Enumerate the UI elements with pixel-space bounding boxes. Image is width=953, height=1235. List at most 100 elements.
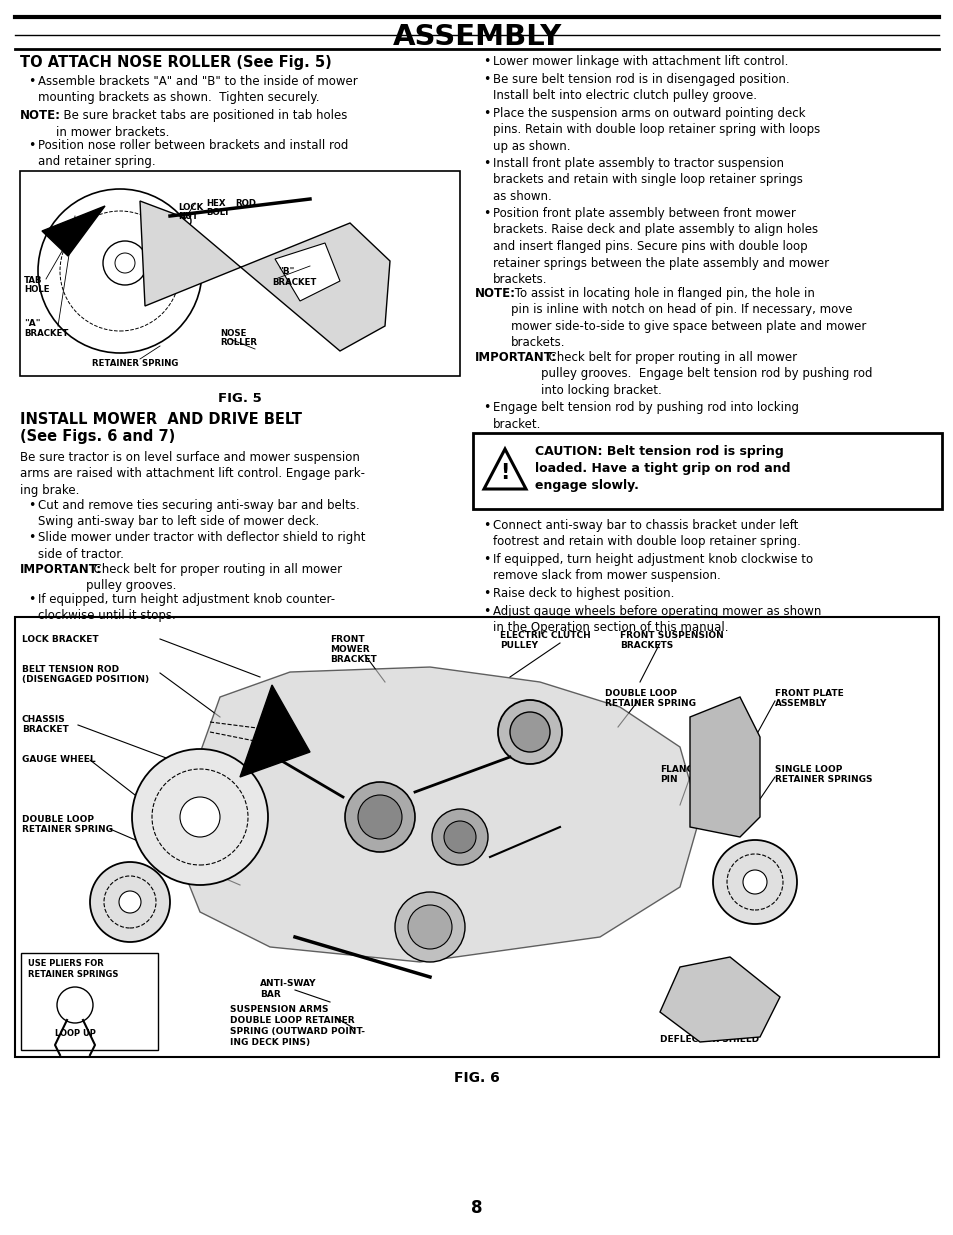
FancyBboxPatch shape bbox=[473, 433, 941, 509]
Text: INSTALL MOWER  AND DRIVE BELT: INSTALL MOWER AND DRIVE BELT bbox=[20, 412, 302, 427]
Text: USE PLIERS FOR: USE PLIERS FOR bbox=[28, 960, 104, 968]
Text: ASSEMBLY: ASSEMBLY bbox=[392, 23, 561, 51]
Text: •: • bbox=[482, 553, 490, 566]
Text: MOWER: MOWER bbox=[330, 645, 369, 655]
Text: •: • bbox=[482, 401, 490, 414]
Circle shape bbox=[510, 713, 550, 752]
Text: •: • bbox=[482, 587, 490, 600]
Text: SPRING (OUTWARD POINT-: SPRING (OUTWARD POINT- bbox=[230, 1028, 365, 1036]
Text: RETAINER SPRING: RETAINER SPRING bbox=[22, 825, 112, 834]
Circle shape bbox=[443, 821, 476, 853]
Text: BOLT: BOLT bbox=[206, 207, 230, 217]
Text: Slide mower under tractor with deflector shield to right
side of tractor.: Slide mower under tractor with deflector… bbox=[38, 531, 365, 561]
Text: Be sure tractor is on level surface and mower suspension
arms are raised with at: Be sure tractor is on level surface and … bbox=[20, 451, 365, 496]
Text: BRACKET: BRACKET bbox=[272, 278, 316, 287]
Text: LOCK BRACKET: LOCK BRACKET bbox=[22, 635, 98, 643]
Text: FRONT PLATE: FRONT PLATE bbox=[774, 689, 842, 698]
Text: CHASSIS: CHASSIS bbox=[22, 715, 66, 724]
Text: •: • bbox=[482, 207, 490, 220]
Text: Install front plate assembly to tractor suspension
brackets and retain with sing: Install front plate assembly to tractor … bbox=[493, 157, 802, 203]
Text: PIN: PIN bbox=[659, 776, 677, 784]
Text: RETAINER SPRINGS: RETAINER SPRINGS bbox=[774, 776, 872, 784]
Circle shape bbox=[345, 782, 415, 852]
Text: SINGLE LOOP: SINGLE LOOP bbox=[774, 764, 841, 774]
Text: FLANGED: FLANGED bbox=[659, 764, 707, 774]
Text: Raise deck to highest position.: Raise deck to highest position. bbox=[493, 587, 674, 600]
Circle shape bbox=[90, 862, 170, 942]
Text: •: • bbox=[28, 593, 35, 606]
Text: NOSE: NOSE bbox=[220, 329, 246, 338]
Text: Cut and remove ties securing anti-sway bar and belts.
Swing anti-sway bar to lef: Cut and remove ties securing anti-sway b… bbox=[38, 499, 359, 529]
Text: TO ATTACH NOSE ROLLER (See Fig. 5): TO ATTACH NOSE ROLLER (See Fig. 5) bbox=[20, 56, 332, 70]
Text: FRONT: FRONT bbox=[330, 635, 364, 643]
Polygon shape bbox=[274, 243, 339, 301]
Text: FIG. 5: FIG. 5 bbox=[218, 391, 262, 405]
Text: BRACKET: BRACKET bbox=[330, 655, 376, 664]
Text: Place the suspension arms on outward pointing deck
pins. Retain with double loop: Place the suspension arms on outward poi… bbox=[493, 107, 820, 153]
Text: Connect anti-sway bar to chassis bracket under left
footrest and retain with dou: Connect anti-sway bar to chassis bracket… bbox=[493, 519, 800, 548]
Text: LOCK: LOCK bbox=[178, 203, 203, 212]
Text: Lower mower linkage with attachment lift control.: Lower mower linkage with attachment lift… bbox=[493, 56, 787, 68]
Text: NOTE:: NOTE: bbox=[475, 287, 516, 300]
Text: •: • bbox=[482, 157, 490, 170]
Text: •: • bbox=[28, 75, 35, 88]
Text: •: • bbox=[482, 519, 490, 532]
Text: NOTE:: NOTE: bbox=[20, 109, 61, 122]
Polygon shape bbox=[689, 697, 760, 837]
FancyBboxPatch shape bbox=[15, 618, 938, 1057]
Text: "B": "B" bbox=[277, 267, 294, 275]
Text: FIG. 6: FIG. 6 bbox=[454, 1071, 499, 1086]
Text: BRACKET: BRACKET bbox=[24, 329, 69, 338]
Text: CAUTION: Belt tension rod is spring
loaded. Have a tight grip on rod and
engage : CAUTION: Belt tension rod is spring load… bbox=[535, 445, 790, 492]
Text: Position front plate assembly between front mower
brackets. Raise deck and plate: Position front plate assembly between fr… bbox=[493, 207, 828, 287]
Text: "A": "A" bbox=[24, 319, 40, 329]
Text: DOUBLE LOOP: DOUBLE LOOP bbox=[22, 815, 94, 824]
Circle shape bbox=[180, 797, 220, 837]
Text: BELT TENSION ROD: BELT TENSION ROD bbox=[22, 664, 119, 674]
Text: LOOP UP: LOOP UP bbox=[55, 1029, 95, 1037]
Text: Position nose roller between brackets and install rod
and retainer spring.: Position nose roller between brackets an… bbox=[38, 140, 348, 168]
Text: BRACKET: BRACKET bbox=[22, 725, 69, 734]
Text: 8: 8 bbox=[471, 1199, 482, 1216]
Text: •: • bbox=[482, 107, 490, 120]
Text: BRACKETS: BRACKETS bbox=[619, 641, 673, 650]
Polygon shape bbox=[140, 201, 390, 351]
FancyBboxPatch shape bbox=[20, 170, 459, 375]
Circle shape bbox=[408, 905, 452, 948]
Circle shape bbox=[742, 869, 766, 894]
Text: RETAINER SPRING: RETAINER SPRING bbox=[91, 359, 178, 368]
Text: •: • bbox=[28, 140, 35, 152]
Text: DOUBLE LOOP RETAINER: DOUBLE LOOP RETAINER bbox=[230, 1016, 355, 1025]
FancyBboxPatch shape bbox=[21, 953, 158, 1050]
Text: ANTI-SWAY: ANTI-SWAY bbox=[260, 979, 316, 988]
Circle shape bbox=[119, 890, 141, 913]
Circle shape bbox=[712, 840, 796, 924]
Text: To assist in locating hole in flanged pin, the hole in
pin is inline with notch : To assist in locating hole in flanged pi… bbox=[511, 287, 865, 350]
Text: DOUBLE LOOP: DOUBLE LOOP bbox=[604, 689, 677, 698]
Text: •: • bbox=[482, 73, 490, 86]
Text: ING DECK PINS): ING DECK PINS) bbox=[230, 1037, 310, 1047]
Circle shape bbox=[432, 809, 488, 864]
Text: !: ! bbox=[499, 463, 509, 483]
Polygon shape bbox=[483, 450, 525, 489]
Text: Be sure bracket tabs are positioned in tab holes
in mower brackets.: Be sure bracket tabs are positioned in t… bbox=[56, 109, 347, 138]
Text: GAUGE WHEEL: GAUGE WHEEL bbox=[22, 755, 95, 764]
Text: Engage belt tension rod by pushing rod into locking
bracket.: Engage belt tension rod by pushing rod i… bbox=[493, 401, 799, 431]
Text: IMPORTANT:: IMPORTANT: bbox=[475, 351, 557, 364]
Polygon shape bbox=[170, 667, 700, 962]
Text: ELECTRIC CLUTCH: ELECTRIC CLUTCH bbox=[499, 631, 590, 640]
Polygon shape bbox=[240, 685, 310, 777]
Text: •: • bbox=[28, 499, 35, 513]
Text: FRONT SUSPENSION: FRONT SUSPENSION bbox=[619, 631, 723, 640]
Text: (See Figs. 6 and 7): (See Figs. 6 and 7) bbox=[20, 429, 175, 445]
Text: IMPORTANT:: IMPORTANT: bbox=[20, 563, 102, 576]
Circle shape bbox=[357, 795, 401, 839]
Polygon shape bbox=[659, 957, 780, 1042]
Text: RETAINER SPRINGS: RETAINER SPRINGS bbox=[28, 969, 118, 979]
Circle shape bbox=[497, 700, 561, 764]
Text: RETAINER SPRING: RETAINER SPRING bbox=[604, 699, 696, 708]
Text: TAB: TAB bbox=[24, 275, 43, 285]
Circle shape bbox=[132, 748, 268, 885]
Text: Adjust gauge wheels before operating mower as shown
in the Operation section of : Adjust gauge wheels before operating mow… bbox=[493, 605, 821, 635]
Text: Assemble brackets "A" and "B" to the inside of mower
mounting brackets as shown.: Assemble brackets "A" and "B" to the ins… bbox=[38, 75, 357, 105]
